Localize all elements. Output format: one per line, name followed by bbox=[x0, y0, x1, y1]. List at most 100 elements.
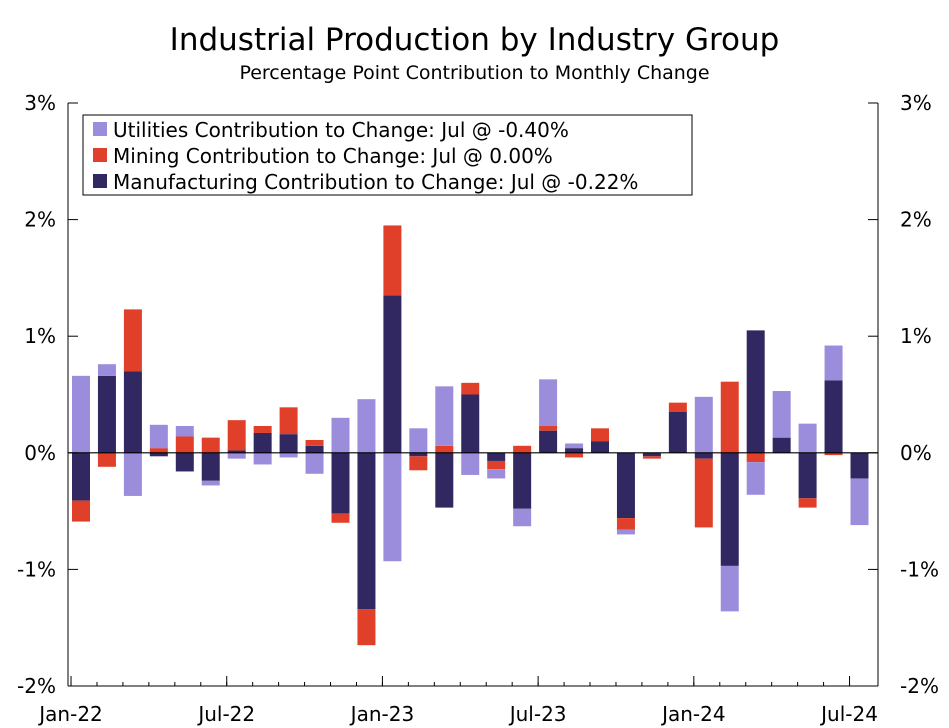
bar-utilities-jan-22 bbox=[72, 375, 90, 453]
bar-utilities-aug-22 bbox=[253, 452, 272, 465]
bar-mining-jul-22 bbox=[227, 420, 246, 451]
bar-manufacturing-jul-24 bbox=[850, 452, 869, 479]
bar-utilities-jan-24 bbox=[694, 396, 713, 453]
chart-title: Industrial Production by Industry Group bbox=[169, 22, 780, 58]
legend-label: Mining Contribution to Change: Jul @ 0.0… bbox=[113, 144, 553, 168]
x-tick-label: Jul-24 bbox=[819, 702, 878, 726]
bar-manufacturing-nov-23 bbox=[642, 452, 661, 457]
bar-mining-jan-23 bbox=[383, 225, 402, 296]
bar-manufacturing-dec-22 bbox=[357, 452, 376, 610]
bar-utilities-may-24 bbox=[798, 423, 817, 453]
bar-mining-jan-22 bbox=[72, 500, 90, 522]
x-tick-label: Jan-22 bbox=[37, 702, 103, 726]
bar-utilities-sep-22 bbox=[279, 452, 298, 458]
bar-mining-apr-22 bbox=[149, 448, 168, 453]
bar-manufacturing-sep-23 bbox=[591, 441, 609, 453]
y-tick-label-right: 2% bbox=[900, 208, 932, 232]
bar-mining-feb-22 bbox=[97, 452, 116, 467]
bar-utilities-aug-23 bbox=[565, 443, 584, 449]
bar-utilities-jul-23 bbox=[539, 379, 558, 426]
bar-mining-may-22 bbox=[175, 436, 194, 453]
y-tick-label-left: -2% bbox=[17, 674, 56, 698]
bar-utilities-jul-22 bbox=[227, 452, 246, 459]
bar-manufacturing-mar-22 bbox=[123, 371, 142, 453]
bar-manufacturing-jul-23 bbox=[539, 430, 558, 453]
y-tick-label-left: 2% bbox=[24, 208, 56, 232]
bar-mining-aug-22 bbox=[253, 425, 272, 433]
bar-utilities-dec-22 bbox=[357, 399, 376, 453]
bar-mining-jun-22 bbox=[201, 437, 220, 453]
bar-mining-jan-24 bbox=[694, 458, 713, 528]
bar-utilities-nov-22 bbox=[331, 417, 350, 453]
bar-manufacturing-apr-22 bbox=[149, 452, 168, 457]
bar-manufacturing-apr-23 bbox=[461, 394, 480, 453]
y-tick-label-left: 0% bbox=[24, 441, 56, 465]
bar-manufacturing-mar-24 bbox=[746, 330, 765, 453]
bar-manufacturing-feb-24 bbox=[720, 452, 739, 566]
bar-utilities-mar-23 bbox=[435, 386, 454, 446]
bar-utilities-jun-23 bbox=[513, 508, 532, 527]
bar-utilities-jun-22 bbox=[201, 480, 220, 486]
bar-manufacturing-aug-23 bbox=[565, 448, 584, 453]
bar-manufacturing-jun-22 bbox=[201, 452, 220, 481]
bar-mining-nov-22 bbox=[331, 513, 350, 523]
x-tick-label: Jul-23 bbox=[508, 702, 567, 726]
y-tick-label-right: 0% bbox=[900, 441, 932, 465]
bar-mining-mar-22 bbox=[123, 309, 142, 372]
bar-manufacturing-apr-24 bbox=[772, 437, 791, 453]
bar-mining-may-23 bbox=[487, 460, 506, 470]
legend-box bbox=[82, 114, 693, 196]
bar-utilities-apr-22 bbox=[149, 424, 168, 449]
bar-mining-jul-23 bbox=[539, 425, 558, 431]
bar-manufacturing-mar-23 bbox=[435, 452, 454, 508]
bar-manufacturing-nov-22 bbox=[331, 452, 350, 514]
y-tick-label-right: -2% bbox=[900, 674, 939, 698]
bar-mining-nov-23 bbox=[642, 456, 661, 459]
bar-manufacturing-feb-22 bbox=[97, 375, 116, 453]
bar-manufacturing-oct-23 bbox=[616, 452, 635, 519]
bar-utilities-jun-24 bbox=[824, 345, 843, 381]
legend-label: Utilities Contribution to Change: Jul @ … bbox=[113, 118, 569, 142]
bar-manufacturing-jun-23 bbox=[513, 452, 532, 509]
legend-swatch bbox=[93, 174, 107, 188]
y-tick-label-right: 3% bbox=[900, 91, 932, 115]
x-tick-label: Jan-23 bbox=[349, 702, 415, 726]
bar-mining-may-24 bbox=[798, 498, 817, 508]
bar-manufacturing-may-23 bbox=[487, 452, 506, 461]
bar-utilities-jul-24 bbox=[850, 478, 869, 526]
bar-mining-feb-23 bbox=[409, 456, 428, 471]
bar-manufacturing-jan-22 bbox=[72, 452, 90, 501]
legend-label: Manufacturing Contribution to Change: Ju… bbox=[113, 170, 638, 194]
bar-manufacturing-aug-22 bbox=[253, 432, 272, 453]
bar-mining-mar-24 bbox=[746, 452, 765, 463]
bar-mining-oct-23 bbox=[616, 518, 635, 530]
bar-utilities-mar-24 bbox=[746, 462, 765, 495]
bar-utilities-may-22 bbox=[175, 425, 194, 437]
bar-mining-aug-23 bbox=[565, 452, 584, 458]
legend-swatch bbox=[93, 148, 107, 162]
y-tick-label-left: 1% bbox=[24, 324, 56, 348]
bar-utilities-apr-23 bbox=[461, 452, 480, 475]
bar-mining-jun-23 bbox=[513, 445, 532, 453]
bar-manufacturing-may-24 bbox=[798, 452, 817, 499]
bar-utilities-jan-23 bbox=[383, 452, 402, 562]
x-tick-label: Jul-22 bbox=[196, 702, 255, 726]
bar-manufacturing-jan-23 bbox=[383, 295, 402, 453]
bar-utilities-mar-22 bbox=[123, 452, 142, 496]
bar-manufacturing-sep-22 bbox=[279, 434, 298, 453]
bar-manufacturing-jun-24 bbox=[824, 380, 843, 453]
y-tick-label-right: -1% bbox=[900, 557, 939, 581]
bar-manufacturing-dec-23 bbox=[668, 411, 687, 453]
y-tick-label-right: 1% bbox=[900, 324, 932, 348]
y-tick-label-left: -1% bbox=[17, 557, 56, 581]
bar-utilities-feb-24 bbox=[720, 565, 739, 612]
bar-mining-oct-22 bbox=[305, 439, 324, 446]
legend: Utilities Contribution to Change: Jul @ … bbox=[82, 114, 693, 196]
bar-mining-sep-23 bbox=[591, 428, 609, 442]
bar-manufacturing-may-22 bbox=[175, 452, 194, 472]
bar-utilities-feb-22 bbox=[97, 364, 116, 376]
x-tick-label: Jan-24 bbox=[660, 702, 726, 726]
bar-mining-apr-23 bbox=[461, 382, 480, 395]
bar-mining-sep-22 bbox=[279, 407, 298, 435]
chart-subtitle: Percentage Point Contribution to Monthly… bbox=[239, 62, 710, 84]
